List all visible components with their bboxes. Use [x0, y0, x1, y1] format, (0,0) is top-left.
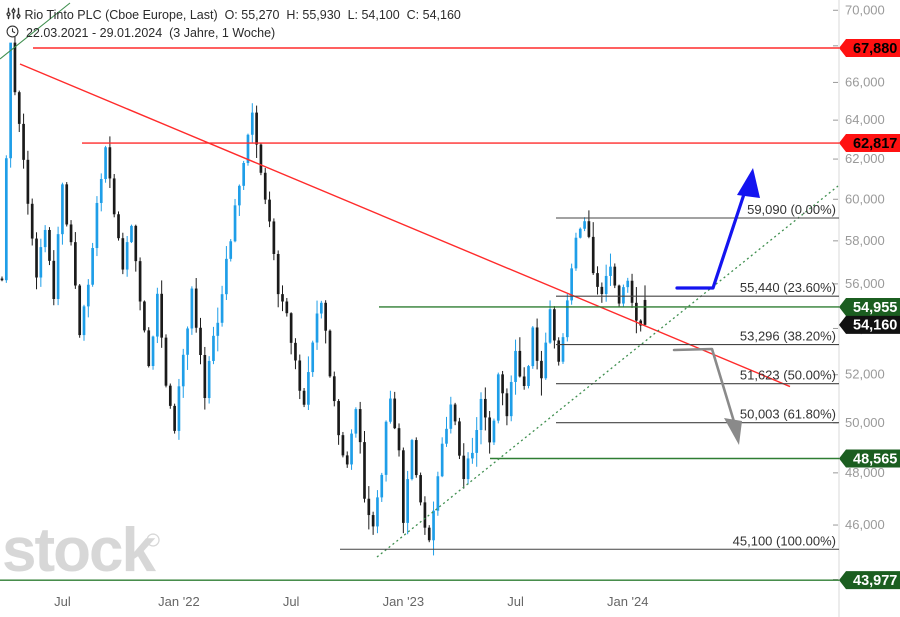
svg-text:Jan '22: Jan '22 [158, 594, 200, 609]
svg-text:54,955: 54,955 [853, 300, 897, 316]
svg-text:43,977: 43,977 [853, 573, 897, 589]
svg-text:48,565: 48,565 [853, 451, 897, 467]
svg-text:50,003 (61.80%): 50,003 (61.80%) [740, 407, 836, 422]
svg-text:58,000: 58,000 [845, 233, 885, 248]
svg-text:55,440 (23.60%): 55,440 (23.60%) [740, 280, 836, 295]
svg-text:64,000: 64,000 [845, 112, 885, 127]
svg-text:67,880: 67,880 [853, 41, 897, 57]
svg-text:50,000: 50,000 [845, 415, 885, 430]
svg-text:Jul: Jul [54, 594, 71, 609]
svg-text:Jul: Jul [507, 594, 524, 609]
svg-text:59,090 (0.00%): 59,090 (0.00%) [747, 202, 836, 217]
svg-text:56,000: 56,000 [845, 276, 885, 291]
svg-text:46,000: 46,000 [845, 517, 885, 532]
svg-text:62,000: 62,000 [845, 151, 885, 166]
svg-text:53,296 (38.20%): 53,296 (38.20%) [740, 329, 836, 344]
svg-text:70,000: 70,000 [845, 2, 885, 17]
svg-text:62,817: 62,817 [853, 136, 897, 152]
svg-text:51,623 (50.00%): 51,623 (50.00%) [740, 368, 836, 383]
svg-text:66,000: 66,000 [845, 74, 885, 89]
svg-text:45,100 (100.00%): 45,100 (100.00%) [733, 533, 836, 548]
svg-text:Jan '24: Jan '24 [607, 594, 649, 609]
svg-text:60,000: 60,000 [845, 191, 885, 206]
svg-text:Jul: Jul [283, 594, 300, 609]
svg-text:Jan '23: Jan '23 [383, 594, 425, 609]
svg-text:52,000: 52,000 [845, 367, 885, 382]
svg-text:54,160: 54,160 [853, 318, 897, 334]
